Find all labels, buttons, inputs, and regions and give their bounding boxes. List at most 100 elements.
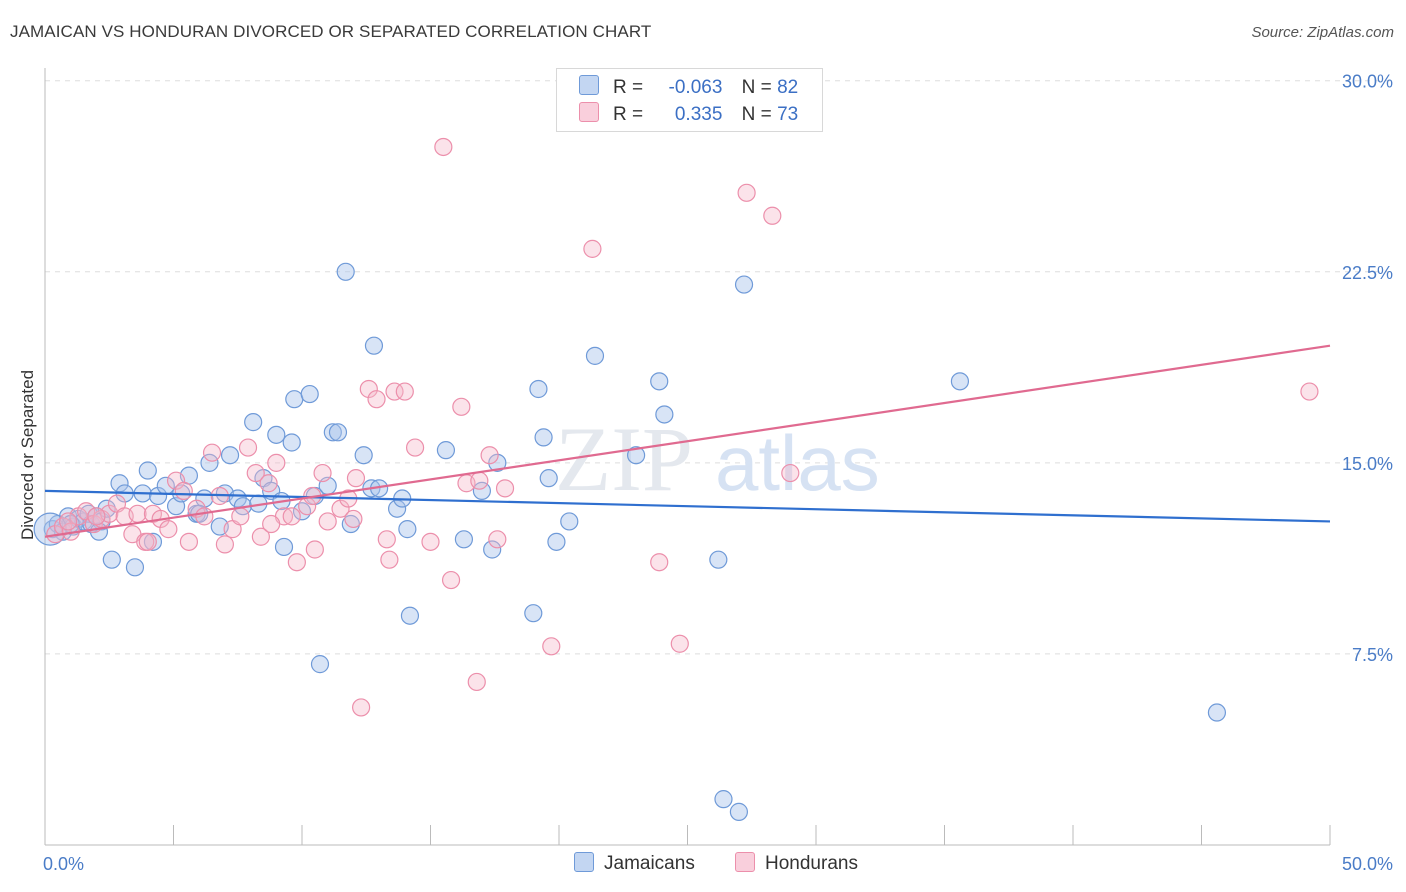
jamaican-point [143, 532, 163, 551]
jamaican-point [709, 550, 728, 569]
jamaican-point [97, 499, 116, 518]
honduran-point [331, 499, 350, 518]
honduran-point [59, 512, 78, 531]
honduran-point [495, 479, 515, 498]
trend-lines [44, 344, 1331, 538]
jamaican-point [547, 532, 566, 551]
honduran-point [670, 634, 689, 653]
legend-row-jamaicans: R = -0.063 N = 82 [579, 75, 798, 99]
correlation-legend: R = -0.063 N = 82 R = 0.335 N = 73 [556, 68, 823, 132]
jamaican-point [524, 604, 543, 623]
honduran-point [195, 507, 214, 526]
n-label: N = [741, 104, 772, 125]
honduran-point [202, 443, 222, 462]
jamaican-point [626, 446, 646, 465]
y-tick-label: 22.5% [1342, 263, 1393, 283]
jamaican-point [436, 441, 456, 460]
y-tick-label: 15.0% [1342, 454, 1393, 474]
hondurans-swatch [735, 852, 755, 872]
jamaican-point [285, 390, 304, 409]
jamaican-point [125, 558, 145, 577]
honduran-point [542, 637, 561, 656]
n-value: 73 [777, 104, 799, 125]
jamaican-point [138, 461, 157, 480]
jamaican-point [300, 384, 319, 404]
source-label: Source: ZipAtlas.com [1251, 24, 1394, 41]
honduran-point [179, 532, 199, 551]
honduran-point [583, 239, 602, 258]
honduran-point [267, 453, 286, 472]
jamaican-point [585, 346, 605, 365]
honduran-point [246, 463, 265, 483]
jamaican-point [398, 520, 417, 539]
jamaican-point [364, 336, 384, 355]
jamaican-point [950, 372, 970, 391]
legend-label-hondurans: Hondurans [765, 853, 858, 874]
r-label: R = [613, 77, 644, 98]
x-tick-labels: 0.0% 50.0% [43, 854, 1393, 874]
grid-lines [45, 80, 1392, 655]
jamaican-point [341, 514, 360, 534]
watermark-zip: ZIP [555, 408, 693, 510]
honduran-point [405, 438, 425, 457]
honduran-point [344, 509, 363, 529]
honduran-point [251, 527, 270, 546]
x-tick-label: 0.0% [43, 854, 84, 874]
jamaican-point [274, 537, 294, 557]
honduran-point [737, 183, 756, 202]
honduran-point [488, 530, 507, 549]
honduran-point [763, 206, 782, 225]
jamaicans-points [33, 262, 1227, 821]
jamaicans-swatch [574, 852, 594, 872]
jamaican-point [148, 486, 168, 506]
honduran-point [159, 520, 178, 539]
watermark: ZIP atlas [555, 408, 880, 510]
legend-row-hondurans: R = 0.335 N = 73 [579, 102, 798, 126]
honduran-point [367, 390, 386, 409]
jamaican-point [454, 530, 474, 549]
r-value: -0.063 [668, 77, 723, 98]
jamaican-point [488, 453, 507, 472]
n-label: N = [741, 77, 772, 98]
honduran-point [231, 507, 250, 526]
honduran-point [259, 474, 278, 493]
jamaican-point [734, 275, 754, 294]
honduran-point [781, 463, 800, 483]
legend-label-jamaicans: Jamaicans [604, 853, 695, 874]
honduran-point [287, 553, 306, 572]
y-tick-labels: 7.5% 15.0% 22.5% 30.0% [1342, 72, 1393, 665]
r-value: 0.335 [674, 104, 723, 125]
honduran-point [262, 514, 281, 534]
y-tick-label: 30.0% [1342, 72, 1393, 92]
honduran-point [174, 481, 193, 500]
honduran-point [377, 530, 396, 549]
jamaican-point [336, 262, 355, 281]
jamaican-point [328, 423, 348, 442]
honduran-point [385, 382, 404, 401]
jamaican-point [400, 606, 420, 625]
jamaican-point [560, 512, 579, 531]
honduran-point [434, 137, 453, 157]
jamaican-point [655, 405, 674, 424]
jamaican-point [714, 790, 733, 809]
honduran-point [87, 507, 106, 526]
honduran-point [166, 471, 186, 490]
jamaican-point [310, 655, 330, 674]
watermark-atlas: atlas [715, 419, 880, 507]
jamaican-point [323, 423, 342, 442]
honduran-point [346, 469, 366, 488]
axes [44, 68, 1331, 846]
n-value: 82 [777, 77, 799, 98]
legend-item-hondurans: Hondurans [735, 852, 858, 875]
honduran-point [380, 550, 399, 569]
honduran-point [480, 446, 499, 465]
jamaican-point [483, 540, 502, 559]
jamaican-point [267, 425, 286, 444]
jamaican-point [220, 446, 240, 465]
honduran-point [138, 532, 157, 551]
honduran-point [215, 535, 234, 554]
honduran-point [395, 382, 414, 401]
honduran-point [470, 471, 489, 490]
honduran-point [467, 672, 486, 692]
